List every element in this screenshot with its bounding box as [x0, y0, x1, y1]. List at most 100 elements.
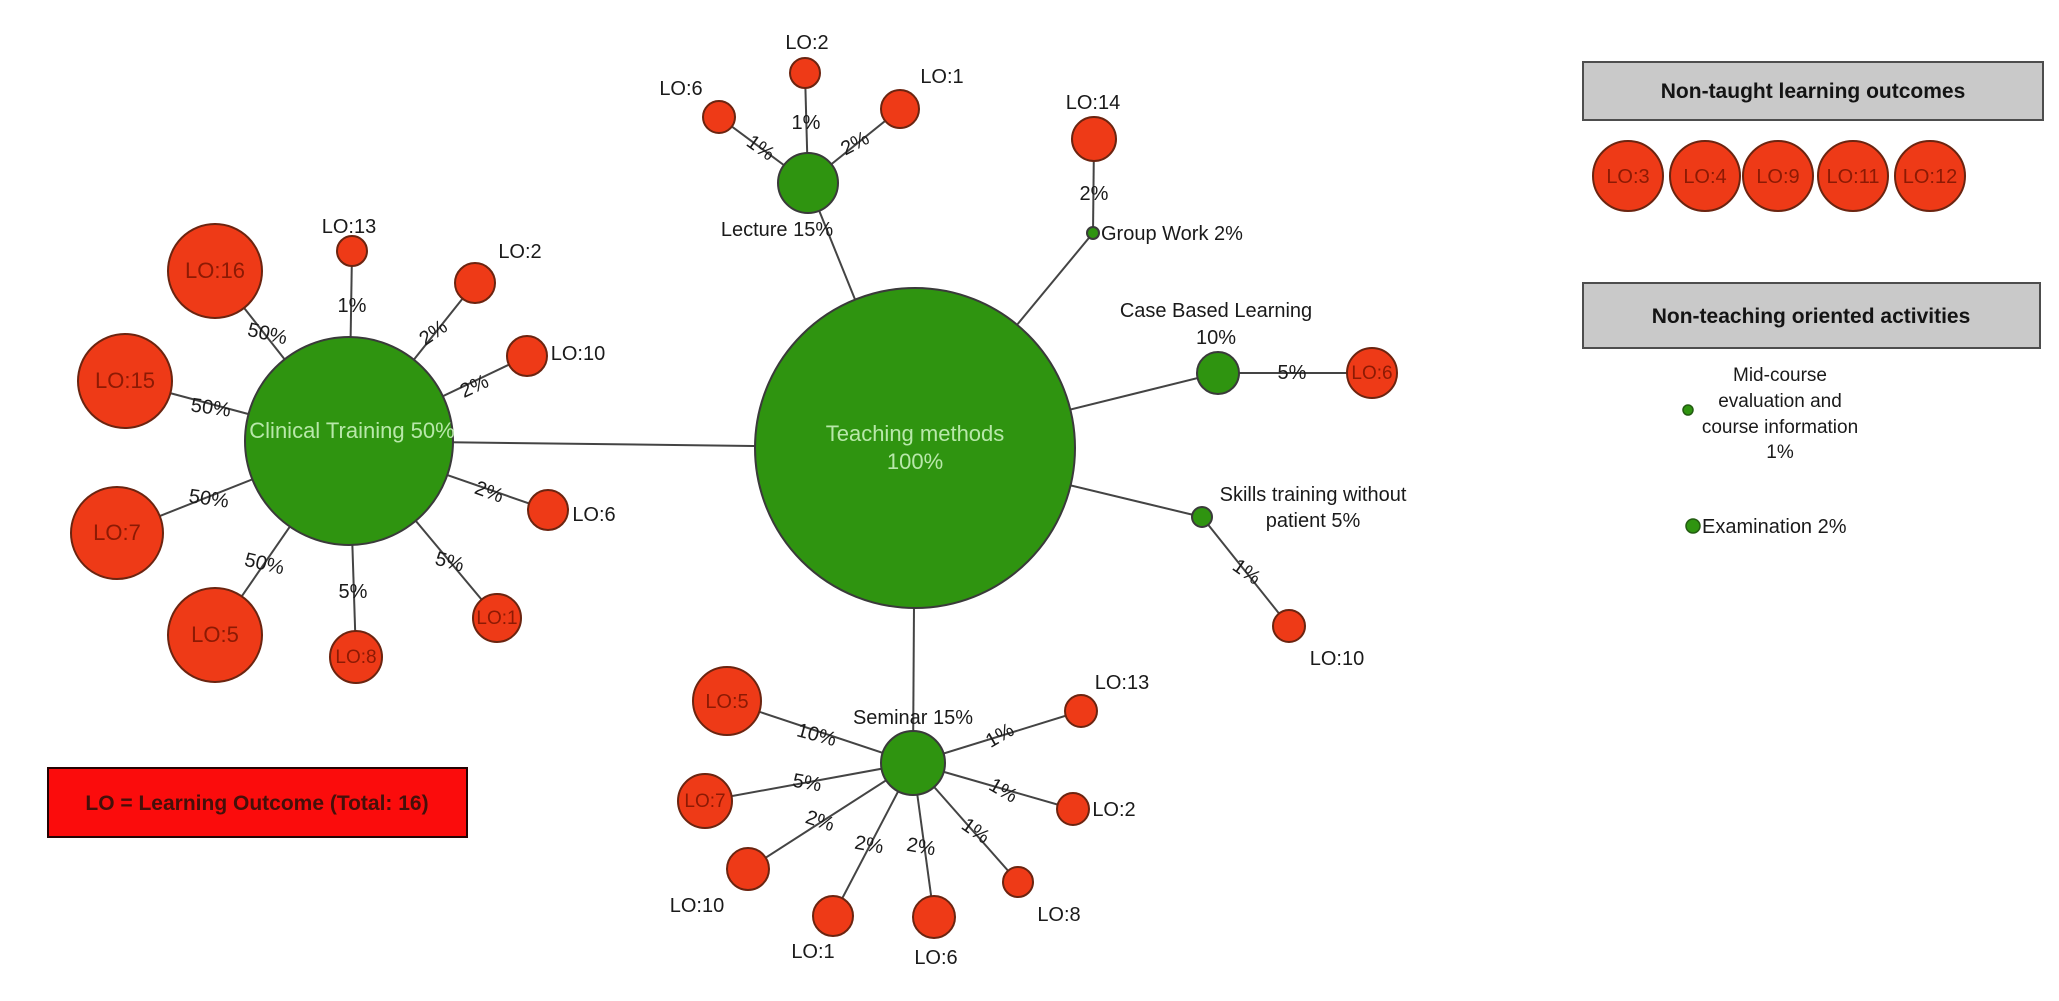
- node-lo6_sem: [912, 895, 956, 939]
- node-label-skills: patient 5%: [1266, 510, 1361, 532]
- edge-label-seminar-lo7_sem: 5%: [791, 770, 824, 797]
- non-taught-outcome-label: LO:12: [1903, 166, 1957, 188]
- edge-skills-lo10_sk: [1201, 516, 1290, 627]
- node-lo8_sem: [1002, 866, 1034, 898]
- node-label-lo10_cl: LO:10: [551, 343, 605, 365]
- node-label-seminar: Seminar 15%: [853, 707, 973, 729]
- node-label-lo13_sem: LO:13: [1095, 672, 1149, 694]
- node-label-lo10_sk: LO:10: [1310, 648, 1364, 670]
- node-lo13_cl: [336, 235, 368, 267]
- non-taught-outcome-circle: [1742, 140, 1814, 212]
- non-taught-outcome-label: LO:4: [1683, 166, 1726, 188]
- mid-course-label-line: course information: [1702, 417, 1858, 438]
- node-label-lo15: LO:15: [95, 368, 155, 393]
- node-label-lo10_sem: LO:10: [670, 895, 724, 917]
- edge-label-seminar-lo13_sem: 1%: [982, 719, 1018, 753]
- mid-course-label-line: Mid-course: [1733, 365, 1827, 386]
- panel-non-teaching: Non-teaching oriented activities Mid-cou…: [1582, 282, 2041, 538]
- node-label-lo8_sem: LO:8: [1037, 904, 1080, 926]
- node-label-lo5_sem: LO:5: [705, 691, 748, 713]
- examination-label: Examination 2%: [1702, 516, 1847, 538]
- edge-label-clinical-lo7_cl: 50%: [187, 485, 230, 512]
- node-lo15: [77, 333, 173, 429]
- node-label-lo2_lec: LO:2: [785, 32, 828, 54]
- edge-label-seminar-lo1_sem: 2%: [853, 832, 886, 859]
- non-taught-outcome-label: LO:11: [1827, 166, 1880, 188]
- edge-label-clinical-lo6_cl: 2%: [472, 477, 507, 508]
- node-lo7_cl: [70, 486, 164, 580]
- edge-label-clinical-lo1_cl: 5%: [433, 548, 467, 577]
- node-lo2_lec: [789, 57, 821, 89]
- node-clinical: [244, 336, 454, 546]
- node-label-lo1_lec: LO:1: [920, 66, 963, 88]
- node-label-lo2_cl: LO:2: [498, 241, 541, 263]
- node-label-lo13_cl: LO:13: [322, 216, 376, 238]
- node-lo2_sem: [1056, 792, 1090, 826]
- non-taught-outcome-label: LO:9: [1756, 166, 1799, 188]
- edge-label-clinical-lo8_cl: 5%: [339, 581, 368, 603]
- node-label-lo6_sem: LO:6: [914, 947, 957, 969]
- node-label-lo2_sem: LO:2: [1092, 799, 1135, 821]
- node-lo10_sem: [726, 847, 770, 891]
- edge-seminar-lo7_sem: [704, 762, 914, 802]
- node-teaching: [754, 287, 1076, 609]
- edge-label-clinical-lo2_cl: 2%: [415, 316, 451, 351]
- non-taught-outcome-circle: [1592, 140, 1664, 212]
- node-lo10_sk: [1272, 609, 1306, 643]
- node-lo1_sem: [812, 895, 854, 937]
- edge-label-seminar-lo5_sem: 10%: [794, 719, 839, 751]
- panel-non-teaching-header: Non-teaching oriented activities: [1652, 305, 1971, 328]
- node-skills: [1191, 506, 1213, 528]
- node-label-lo1_cl: LO:1: [476, 608, 517, 629]
- node-label-clinical: Clinical Training 50%: [249, 418, 454, 443]
- edge-label-seminar-lo10_sem: 2%: [803, 806, 837, 836]
- node-label-lo16: LO:16: [185, 258, 245, 283]
- node-lo1_cl: [472, 593, 522, 643]
- edge-label-clinical-lo15: 50%: [189, 394, 232, 421]
- node-label-lecture: Lecture 15%: [721, 219, 834, 241]
- edge-label-skills-lo10_sk: 1%: [1228, 555, 1264, 590]
- node-lecture: [777, 152, 839, 214]
- node-label-lo1_sem: LO:1: [791, 941, 834, 963]
- mid-course-label-line: 1%: [1766, 442, 1794, 463]
- node-cbl: [1196, 351, 1240, 395]
- node-lo2_cl: [454, 262, 496, 304]
- mid-course-label-line: evaluation and: [1718, 391, 1842, 412]
- edge-label-clinical-lo13_cl: 1%: [338, 295, 367, 317]
- node-label-lo8_cl: LO:8: [335, 647, 376, 668]
- node-label-groupwork: Group Work 2%: [1101, 223, 1243, 245]
- legend: LO = Learning Outcome (Total: 16): [47, 767, 468, 838]
- node-lo10_cl: [506, 335, 548, 377]
- node-lo16: [167, 223, 263, 319]
- node-label-cbl: Case Based Learning: [1120, 300, 1312, 322]
- node-label-lo7_cl: LO:7: [93, 520, 141, 545]
- non-taught-outcome-label: LO:3: [1606, 166, 1649, 188]
- nodes-layer: [70, 57, 1398, 939]
- edge-label-clinical-lo5_cl: 50%: [242, 549, 286, 579]
- examination-dot-icon: [1685, 518, 1701, 534]
- node-lo5_cl: [167, 587, 263, 683]
- node-lo6_cl: [527, 489, 569, 531]
- node-lo1_lec: [880, 89, 920, 129]
- edge-label-lecture-lo6_lec: 1%: [742, 131, 778, 166]
- node-label-teaching: 100%: [887, 449, 943, 474]
- node-label-lo14: LO:14: [1066, 92, 1120, 114]
- legend-text: LO = Learning Outcome (Total: 16): [85, 792, 428, 815]
- edge-label-seminar-lo2_sem: 1%: [985, 774, 1021, 808]
- panel-non-taught: Non-taught learning outcomes LO:3 LO:4 L…: [1582, 61, 2044, 212]
- node-lo7_sem: [677, 773, 733, 829]
- node-lo14: [1071, 116, 1117, 162]
- node-label-skills: Skills training without: [1220, 484, 1407, 506]
- node-lo6_lec: [702, 100, 736, 134]
- edge-label-cbl-lo6_cbl: 5%: [1278, 362, 1307, 384]
- node-groupwork: [1086, 226, 1100, 240]
- node-label-lo6_cbl: LO:6: [1351, 363, 1392, 384]
- edge-label-lecture-lo2_lec: 1%: [792, 112, 821, 134]
- non-taught-outcome-circle: [1669, 140, 1741, 212]
- edge-label-groupwork-lo14: 2%: [1080, 183, 1109, 205]
- panel-non-teaching-header-box: [1582, 282, 2041, 349]
- node-lo5_sem: [692, 666, 762, 736]
- node-seminar: [880, 730, 946, 796]
- edge-label-seminar-lo6_sem: 2%: [905, 834, 938, 861]
